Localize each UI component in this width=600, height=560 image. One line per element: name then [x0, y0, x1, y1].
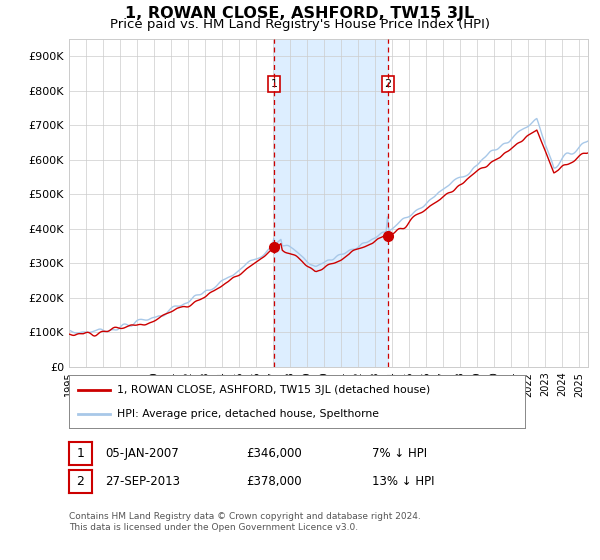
Text: Contains HM Land Registry data © Crown copyright and database right 2024.
This d: Contains HM Land Registry data © Crown c… — [69, 512, 421, 532]
Text: 27-SEP-2013: 27-SEP-2013 — [105, 475, 180, 488]
Text: 1, ROWAN CLOSE, ASHFORD, TW15 3JL: 1, ROWAN CLOSE, ASHFORD, TW15 3JL — [125, 6, 475, 21]
Bar — [274, 39, 388, 367]
Text: 1, ROWAN CLOSE, ASHFORD, TW15 3JL (detached house): 1, ROWAN CLOSE, ASHFORD, TW15 3JL (detac… — [117, 385, 430, 395]
Text: 2: 2 — [76, 475, 85, 488]
Text: 7% ↓ HPI: 7% ↓ HPI — [372, 447, 427, 460]
Text: HPI: Average price, detached house, Spelthorne: HPI: Average price, detached house, Spel… — [117, 409, 379, 419]
Text: 1: 1 — [271, 79, 277, 89]
Text: £346,000: £346,000 — [246, 447, 302, 460]
Text: 05-JAN-2007: 05-JAN-2007 — [105, 447, 179, 460]
Text: Price paid vs. HM Land Registry's House Price Index (HPI): Price paid vs. HM Land Registry's House … — [110, 18, 490, 31]
Text: £378,000: £378,000 — [246, 475, 302, 488]
Text: 13% ↓ HPI: 13% ↓ HPI — [372, 475, 434, 488]
Text: 2: 2 — [385, 79, 392, 89]
Text: 1: 1 — [76, 447, 85, 460]
